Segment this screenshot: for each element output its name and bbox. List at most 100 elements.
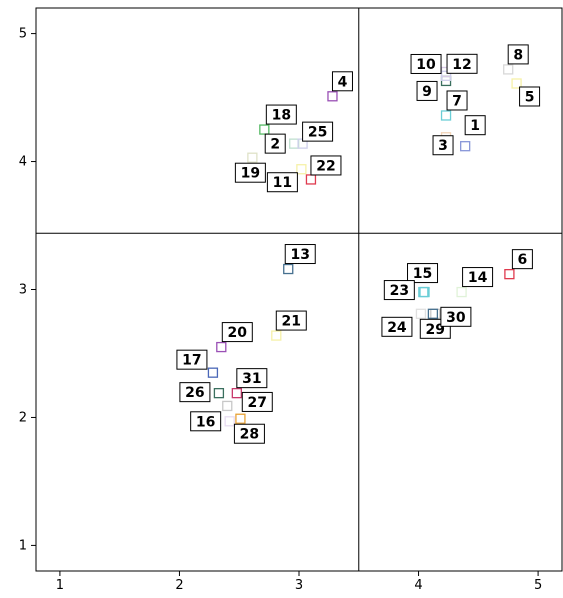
data-label: 22 [310,155,342,176]
data-label-text: 5 [525,89,535,105]
data-label-text: 20 [228,325,248,341]
data-label-box [446,53,478,74]
data-point [222,400,233,412]
data-point [440,110,452,121]
data-label: 8 [507,44,529,65]
data-label: 21 [275,310,307,331]
data-label-text: 2 [270,137,280,153]
data-label: 2 [264,133,286,154]
data-label-text: 24 [387,320,407,336]
data-label-text: 23 [390,283,409,299]
data-point [216,341,227,353]
data-point [503,64,514,75]
data-label-text: 30 [446,310,466,326]
data-label-text: 17 [182,353,201,369]
data-point [427,308,439,319]
data-point [460,141,471,152]
data-label: 1 [464,115,486,136]
data-label-text: 27 [248,395,267,411]
data-label: 27 [241,391,273,412]
data-label-text: 22 [316,158,335,174]
data-label: 16 [190,411,222,432]
data-label-text: 9 [422,84,432,100]
data-label: 15 [407,263,439,284]
data-point [296,164,307,175]
data-label-box [462,267,494,288]
data-label: 12 [446,53,478,74]
data-label-text: 28 [240,427,259,443]
data-label-text: 16 [196,414,215,430]
data-label: 26 [179,382,211,403]
data-label: 7 [446,90,468,111]
data-label-box [221,322,253,343]
data-label-text: 7 [452,93,462,109]
data-label-box [446,90,468,111]
data-label: 28 [233,423,265,444]
data-label-box [410,53,442,74]
data-points [207,64,522,427]
data-label-box [511,249,533,270]
data-label-text: 29 [426,322,445,338]
data-point [235,413,246,424]
data-label-text: 26 [185,385,204,401]
data-label-text: 31 [242,371,261,387]
data-point [224,416,235,427]
data-label-box [233,423,265,444]
data-label-box [331,71,353,92]
data-label-box [407,263,439,284]
data-label-text: 8 [513,47,523,63]
x-tick-label: 2 [175,578,183,593]
data-label-box [266,172,298,193]
data-label-box [275,310,307,331]
data-labels: 12 34567891011121314151617181920212223242… [176,44,541,444]
plot-frame [35,7,563,572]
x-tick-label: 4 [414,578,422,593]
data-label: 4 [331,71,353,92]
data-label: 9 [416,80,438,101]
data-label: 13 [284,244,316,265]
data-label: 3 [432,135,454,156]
data-label-text: 13 [290,247,309,263]
data-point [415,308,427,319]
data-point [440,70,452,81]
data-label-box [264,133,286,154]
data-label: 10 [410,53,442,74]
data-point [418,286,429,298]
data-label-box [241,391,273,412]
data-point [504,268,515,280]
data-label-box [507,44,529,65]
data-label-text: 11 [273,175,292,191]
data-label-text: 19 [241,166,260,182]
data-label-text: 21 [282,314,301,330]
data-label: 23 [383,280,415,301]
data-label: 14 [462,267,494,288]
data-label-text: 14 [468,270,488,286]
data-label-box [302,121,334,142]
data-label-text: 10 [416,57,436,73]
y-tick-label: 3 [19,283,27,298]
data-point [213,387,225,399]
data-point [283,263,294,275]
data-label: 25 [302,121,334,142]
data-point [231,387,242,399]
data-label-text: 12 [452,57,471,73]
data-label-text: 1 [470,118,480,134]
y-tick-label: 2 [19,410,27,425]
data-point [271,330,282,341]
data-label: 20 [221,322,253,343]
x-tick-label: 1 [56,578,64,593]
data-label: 11 [266,172,298,193]
data-label-box [432,135,454,156]
data-label-box [381,316,413,337]
data-label-box [190,411,222,432]
data-label-box [236,368,268,389]
data-label-box [265,104,297,125]
data-label: 24 [381,316,413,337]
data-label-text: 4 [338,74,348,90]
data-point [247,152,258,163]
data-label-box [176,349,208,370]
data-label-text: 15 [413,266,432,282]
data-label-box [234,162,266,183]
